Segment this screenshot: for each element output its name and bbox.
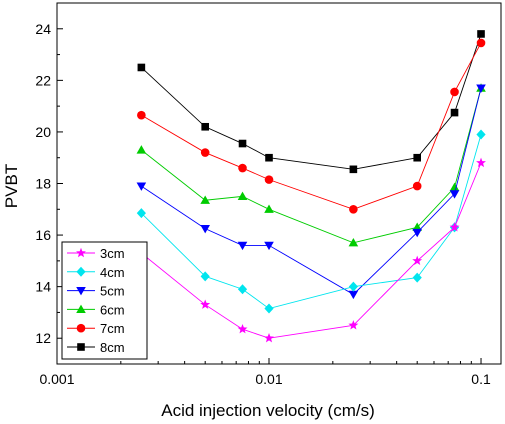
y-tick-label: 18 — [35, 176, 51, 192]
data-point — [237, 191, 248, 200]
data-point — [264, 241, 274, 251]
legend-item: 7cm — [67, 321, 125, 336]
legend-box — [61, 241, 148, 360]
data-point — [237, 241, 248, 251]
legend-label: 8cm — [100, 340, 125, 355]
data-point — [348, 320, 359, 330]
data-point — [412, 272, 422, 283]
data-point — [238, 139, 247, 148]
data-point — [200, 148, 210, 157]
series-line — [141, 162, 482, 339]
data-point — [476, 84, 486, 93]
data-point — [412, 222, 422, 231]
y-axis-label: PVBT — [2, 164, 21, 208]
series-line — [141, 134, 482, 310]
data-point — [200, 195, 210, 204]
legend-item: 4cm — [67, 265, 125, 280]
legend-label: 4cm — [100, 265, 125, 280]
legend-label: 7cm — [100, 321, 125, 336]
x-tick-label: 0.01 — [255, 371, 282, 387]
legend-item: 6cm — [67, 302, 125, 317]
legend-marker — [77, 343, 85, 351]
legend-marker — [76, 287, 86, 296]
legend-label: 6cm — [100, 302, 125, 317]
legend-item: 5cm — [67, 284, 125, 299]
data-point — [412, 255, 423, 266]
legend-item: 8cm — [67, 340, 125, 355]
data-point — [449, 182, 460, 191]
data-point — [137, 63, 146, 72]
data-point — [200, 299, 211, 309]
data-point — [264, 333, 274, 343]
data-point — [237, 323, 248, 334]
legend-marker — [76, 266, 86, 277]
series-line — [141, 87, 482, 295]
data-point — [450, 87, 459, 97]
data-point — [413, 153, 421, 162]
data-point — [136, 182, 147, 191]
data-point — [237, 284, 248, 295]
data-point — [136, 145, 147, 154]
data-point — [348, 290, 359, 300]
data-point — [449, 222, 460, 232]
series-layer — [136, 30, 486, 343]
legend: 3cm 4cm 5cm 6cm 7cm 8cm — [61, 241, 148, 360]
legend-marker — [76, 323, 86, 333]
series-line — [141, 87, 482, 244]
data-point — [476, 157, 486, 168]
data-point — [450, 108, 459, 117]
legend-item: 3cm — [67, 246, 125, 261]
x-axis-label: Acid injection velocity (cm/s) — [161, 401, 375, 420]
series-4cm — [136, 129, 486, 314]
series-5cm — [136, 84, 486, 300]
data-point — [200, 271, 210, 282]
data-point — [201, 122, 209, 131]
y-tick-label: 14 — [35, 279, 51, 295]
series-3cm — [136, 157, 486, 343]
data-point — [476, 38, 486, 48]
data-point — [412, 228, 422, 238]
y-tick-label: 16 — [35, 227, 51, 243]
y-tick-label: 20 — [35, 124, 51, 140]
y-tick-label: 22 — [35, 72, 51, 88]
data-point — [348, 238, 359, 247]
y-tick-label: 24 — [35, 21, 51, 37]
series-line — [141, 42, 482, 210]
series-6cm — [136, 83, 486, 247]
series-line — [141, 33, 482, 170]
x-tick-label: 0.001 — [39, 371, 74, 387]
data-point — [200, 225, 210, 234]
data-point — [137, 110, 146, 120]
series-7cm — [137, 38, 486, 214]
axes: 12 14 16 18 20 22 24 0.001 0.01 0.1 — [35, 2, 502, 387]
data-point — [264, 204, 274, 213]
legend-marker — [76, 304, 86, 313]
data-point — [264, 303, 274, 314]
data-point — [349, 165, 358, 174]
data-point — [136, 208, 146, 219]
data-point — [348, 281, 358, 292]
legend-label: 5cm — [100, 284, 125, 299]
data-point — [238, 163, 247, 173]
data-point — [349, 204, 358, 214]
data-point — [449, 190, 460, 199]
legend-marker — [76, 247, 86, 258]
series-8cm — [137, 30, 485, 174]
x-tick-label: 0.1 — [471, 371, 491, 387]
y-tick-label: 12 — [35, 330, 51, 346]
data-point — [412, 181, 422, 191]
legend-label: 3cm — [100, 246, 125, 261]
data-point — [476, 129, 486, 140]
data-point — [265, 153, 273, 162]
data-point — [264, 175, 274, 184]
data-point — [477, 30, 485, 38]
